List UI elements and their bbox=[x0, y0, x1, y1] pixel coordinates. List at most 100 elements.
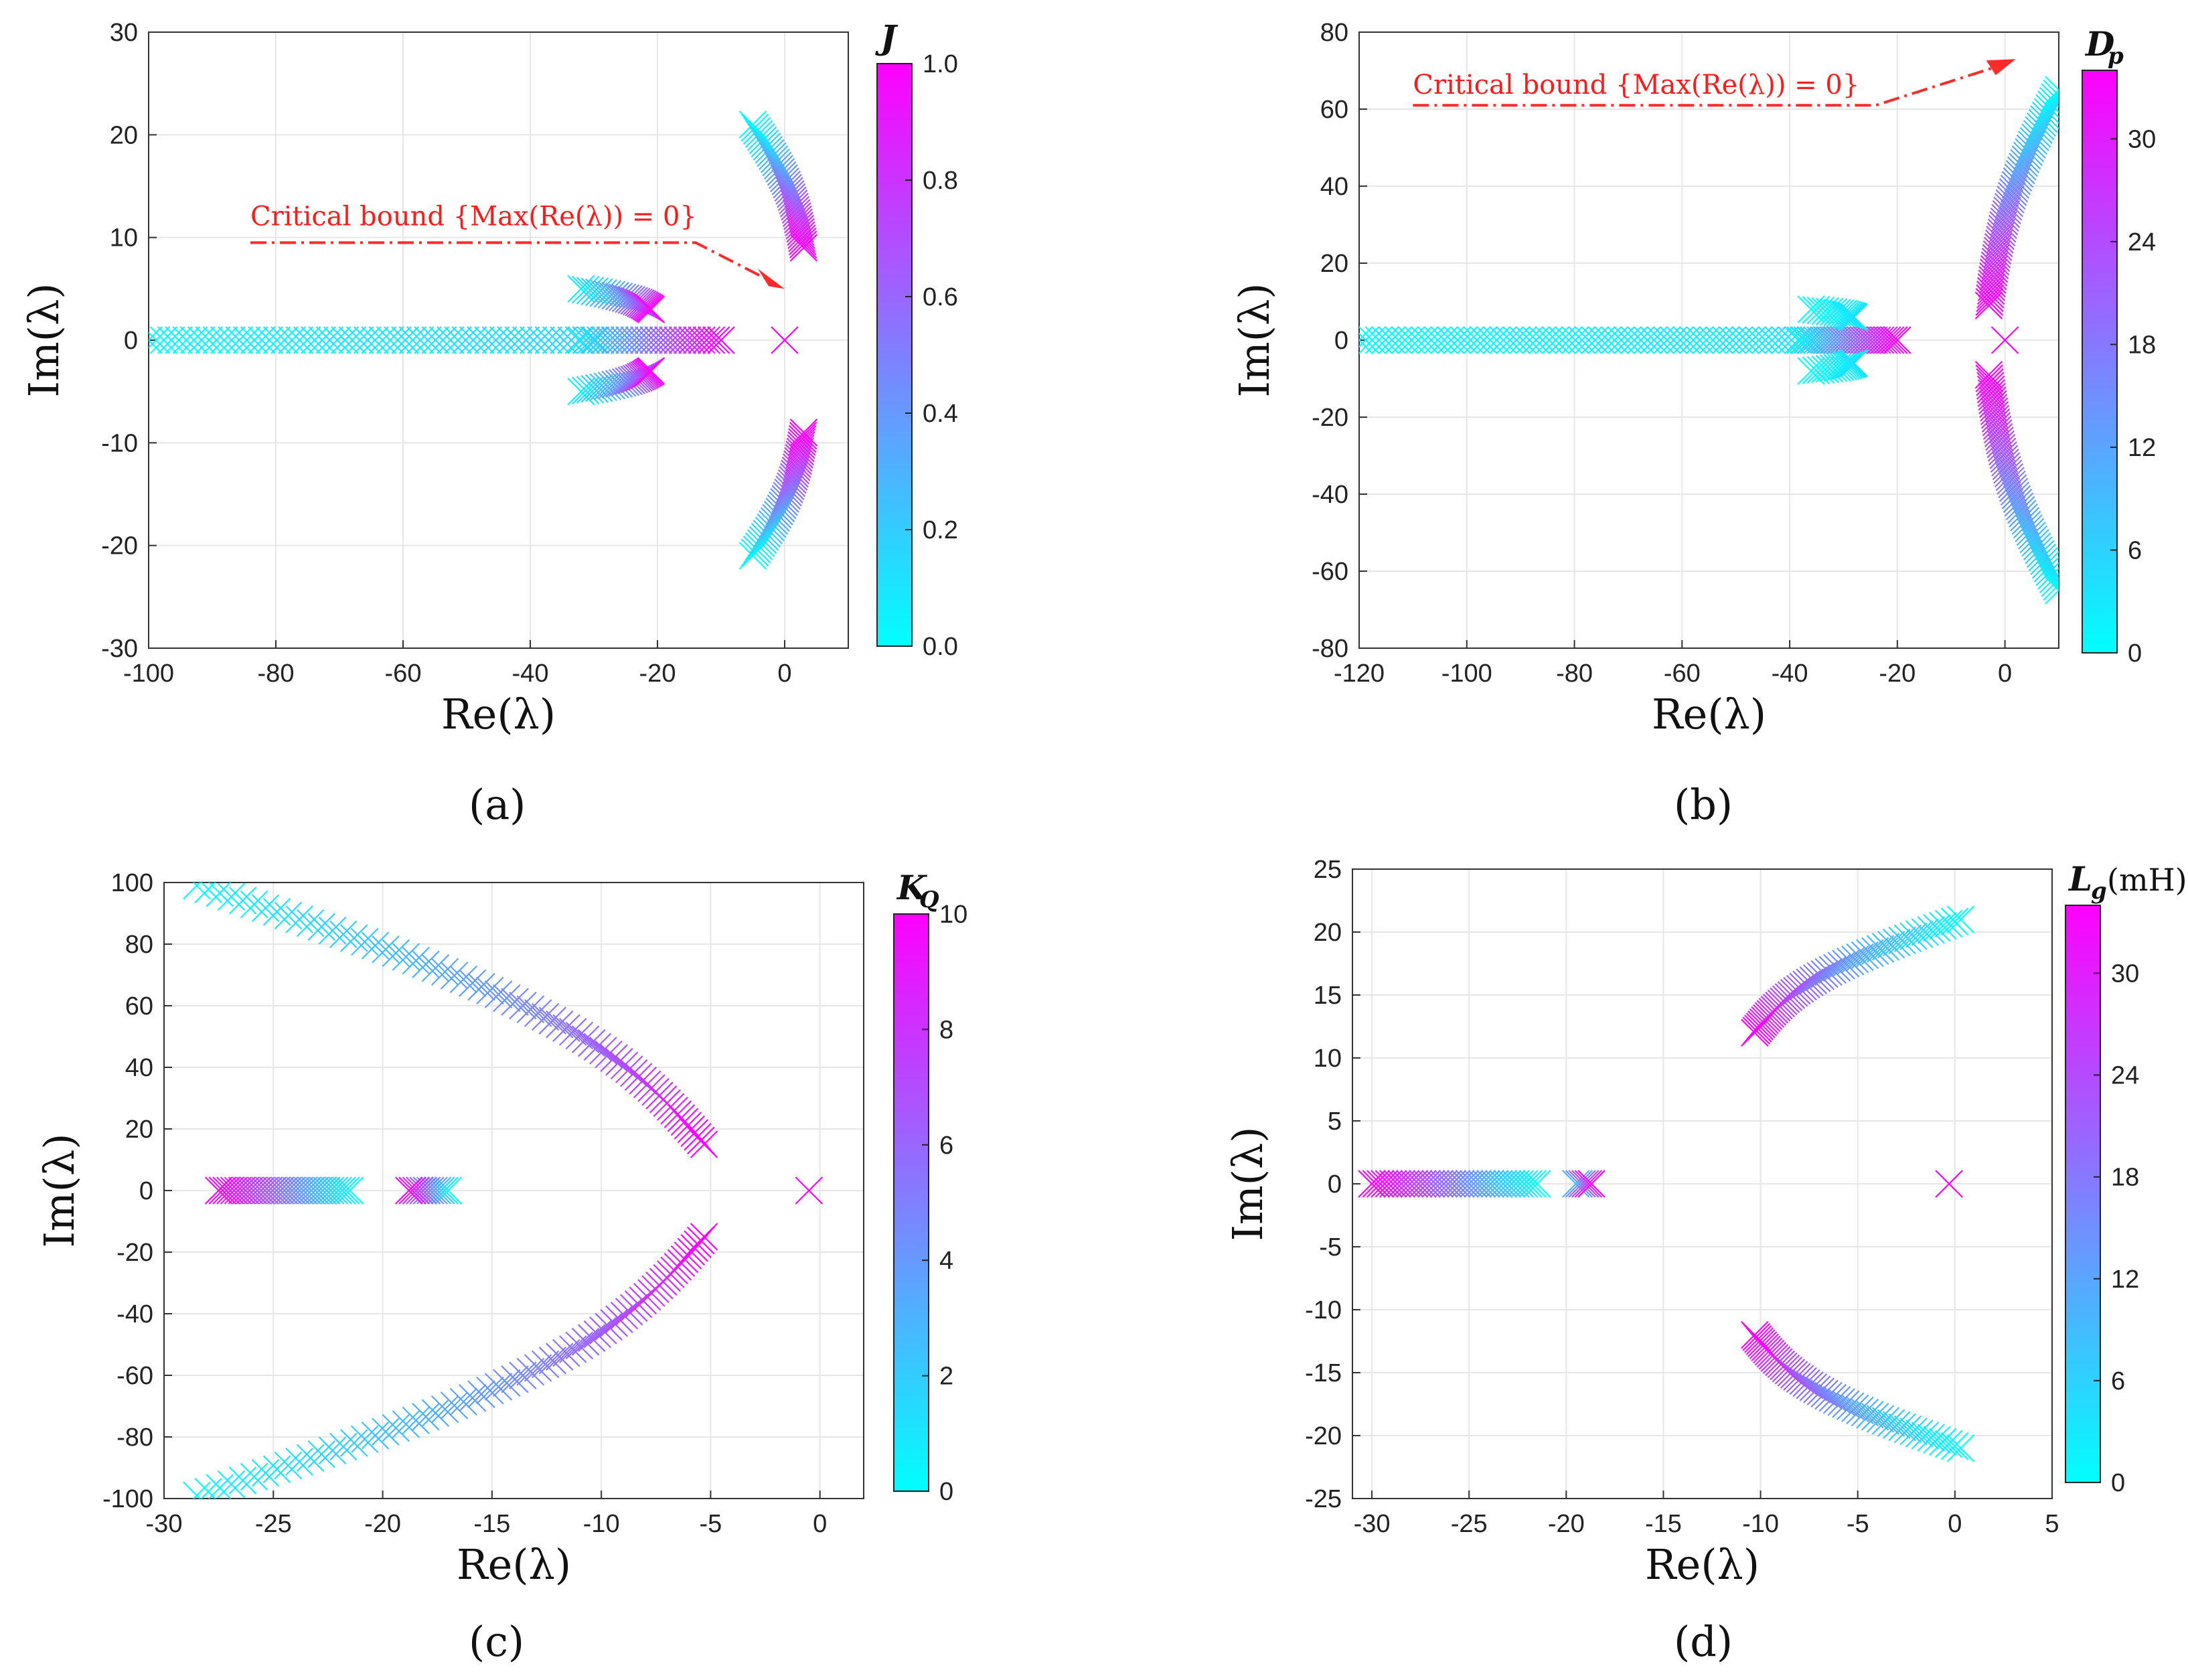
eigenvalue-marker bbox=[1905, 920, 1934, 948]
eigenvalue-marker bbox=[1679, 326, 1707, 354]
annotation-line bbox=[1413, 63, 2005, 107]
colorbar-tick-label: 18 bbox=[2111, 1164, 2139, 1192]
eigenvalue-marker bbox=[195, 326, 223, 354]
eigenvalue-marker bbox=[1834, 301, 1862, 329]
eigenvalue-marker bbox=[1358, 1170, 1386, 1198]
eigenvalue-marker bbox=[1829, 299, 1858, 328]
eigenvalue-marker bbox=[2026, 540, 2055, 568]
eigenvalue-marker bbox=[1482, 326, 1511, 354]
x-tick-label: -10 bbox=[1742, 1510, 1779, 1538]
eigenvalue-marker bbox=[444, 326, 472, 354]
eigenvalue-marker bbox=[2025, 536, 2053, 564]
x-tick-label: -20 bbox=[1879, 660, 1916, 688]
eigenvalue-marker bbox=[1666, 326, 1695, 354]
eigenvalue-marker bbox=[545, 1343, 574, 1371]
eigenvalue-marker-single bbox=[795, 1176, 824, 1205]
eigenvalue-marker bbox=[557, 326, 585, 354]
eigenvalue-marker bbox=[2039, 86, 2059, 115]
eigenvalue-marker bbox=[787, 221, 815, 249]
eigenvalue-marker bbox=[225, 326, 254, 354]
eigenvalue-marker bbox=[1640, 326, 1668, 354]
eigenvalue-marker bbox=[1834, 352, 1862, 380]
eigenvalue-marker bbox=[534, 326, 563, 354]
eigenvalue-marker bbox=[1877, 931, 1905, 959]
eigenvalue-marker bbox=[1997, 185, 2025, 214]
eigenvalue-marker bbox=[1836, 351, 1864, 379]
eigenvalue-marker bbox=[1998, 181, 2026, 210]
subfigure-label-a: (a) bbox=[469, 780, 526, 829]
eigenvalue-marker bbox=[1502, 326, 1531, 354]
y-tick-label: -20 bbox=[1305, 1422, 1342, 1450]
eigenvalue-marker bbox=[781, 459, 809, 488]
eigenvalue-marker bbox=[187, 326, 216, 354]
eigenvalue-marker bbox=[1672, 326, 1701, 354]
eigenvalue-marker bbox=[2030, 547, 2058, 575]
colorbar-tick-label: 0.4 bbox=[923, 400, 958, 428]
eigenvalue-marker bbox=[580, 326, 608, 354]
eigenvalue-marker bbox=[1633, 326, 1662, 354]
eigenvalue-marker bbox=[605, 370, 633, 398]
chart-b: -120 -100 -80 -60 -40 -20 0-80-60-40-200204060… bbox=[1230, 19, 2156, 739]
eigenvalue-marker bbox=[1846, 1396, 1874, 1425]
eigenvalue-marker bbox=[789, 418, 818, 447]
eigenvalue-marker bbox=[1577, 1170, 1606, 1198]
eigenvalue-marker bbox=[1555, 326, 1583, 354]
eigenvalue-marker bbox=[1846, 943, 1874, 972]
eigenvalue-marker bbox=[747, 529, 775, 557]
eigenvalue-marker bbox=[368, 326, 397, 354]
eigenvalue-marker bbox=[688, 326, 716, 354]
eigenvalue-marker bbox=[601, 370, 629, 399]
eigenvalue-marker bbox=[637, 295, 666, 323]
x-tick-label: -40 bbox=[1772, 660, 1808, 688]
eigenvalue-marker-single bbox=[771, 326, 799, 354]
eigenvalue-marker bbox=[228, 887, 257, 915]
eigenvalue-marker bbox=[382, 1414, 410, 1442]
x-tick-label: 0 bbox=[1998, 660, 2012, 688]
eigenvalue-marker bbox=[504, 326, 533, 354]
eigenvalue-marker bbox=[372, 935, 400, 964]
eigenvalue-marker bbox=[2028, 543, 2057, 572]
eigenvalue-marker bbox=[251, 1176, 279, 1205]
colorbar-tick-label: 0.8 bbox=[923, 167, 958, 195]
eigenvalue-marker bbox=[1803, 326, 1831, 354]
eigenvalue-marker bbox=[157, 326, 185, 354]
eigenvalue-marker bbox=[1843, 326, 1871, 354]
eigenvalue-marker bbox=[1880, 326, 1908, 354]
eigenvalue-marker bbox=[1857, 326, 1885, 354]
colorbar-tick-label: 1.0 bbox=[923, 50, 958, 78]
eigenvalue-marker bbox=[1976, 281, 2005, 309]
y-tick-label: -20 bbox=[1312, 404, 1348, 432]
eigenvalue-marker bbox=[1568, 1170, 1596, 1198]
annotation-text: Critical bound {Max(Re(λ)) = 0} bbox=[1413, 70, 1859, 100]
x-tick-label: -40 bbox=[512, 660, 549, 688]
eigenvalue-marker bbox=[576, 376, 605, 404]
eigenvalue-marker bbox=[1364, 326, 1393, 354]
eigenvalue-marker bbox=[274, 1451, 303, 1480]
eigenvalue-marker bbox=[2016, 518, 2045, 546]
eigenvalue-marker bbox=[382, 939, 410, 968]
x-tick-label: -25 bbox=[1451, 1510, 1488, 1538]
eigenvalue-marker bbox=[743, 535, 771, 564]
eigenvalue-marker bbox=[458, 1384, 487, 1412]
eigenvalue-marker bbox=[1712, 326, 1740, 354]
eigenvalue-marker bbox=[240, 1462, 268, 1491]
eigenvalue-marker bbox=[1793, 326, 1821, 354]
eigenvalue-marker bbox=[567, 326, 595, 354]
eigenvalue-marker bbox=[2004, 163, 2033, 192]
eigenvalue-marker bbox=[361, 1422, 390, 1450]
plot-area bbox=[1358, 905, 1975, 1462]
eigenvalue-marker bbox=[247, 1176, 275, 1205]
eigenvalue-marker bbox=[1800, 326, 1828, 354]
eigenvalue-marker bbox=[1911, 918, 1940, 946]
colorbar-tick-label: 0 bbox=[2111, 1469, 2125, 1497]
eigenvalue-marker bbox=[520, 326, 548, 354]
eigenvalue-marker bbox=[228, 1466, 257, 1495]
colorbar-unit: (mH) bbox=[2107, 862, 2187, 898]
colorbar-tick-label: 30 bbox=[2111, 960, 2139, 988]
annotation-text: Critical bound {Max(Re(λ)) = 0} bbox=[250, 201, 697, 232]
eigenvalue-marker bbox=[1799, 1373, 1828, 1401]
eigenvalue-marker bbox=[673, 326, 702, 354]
eigenvalue-marker bbox=[421, 326, 450, 354]
chart-d: -30 -25 -20 -15 -10 -5 0 5 -25 -20 -15 -10 -5 0 5 10 15 2… bbox=[1223, 856, 2187, 1589]
eigenvalue-marker bbox=[2041, 83, 2059, 111]
